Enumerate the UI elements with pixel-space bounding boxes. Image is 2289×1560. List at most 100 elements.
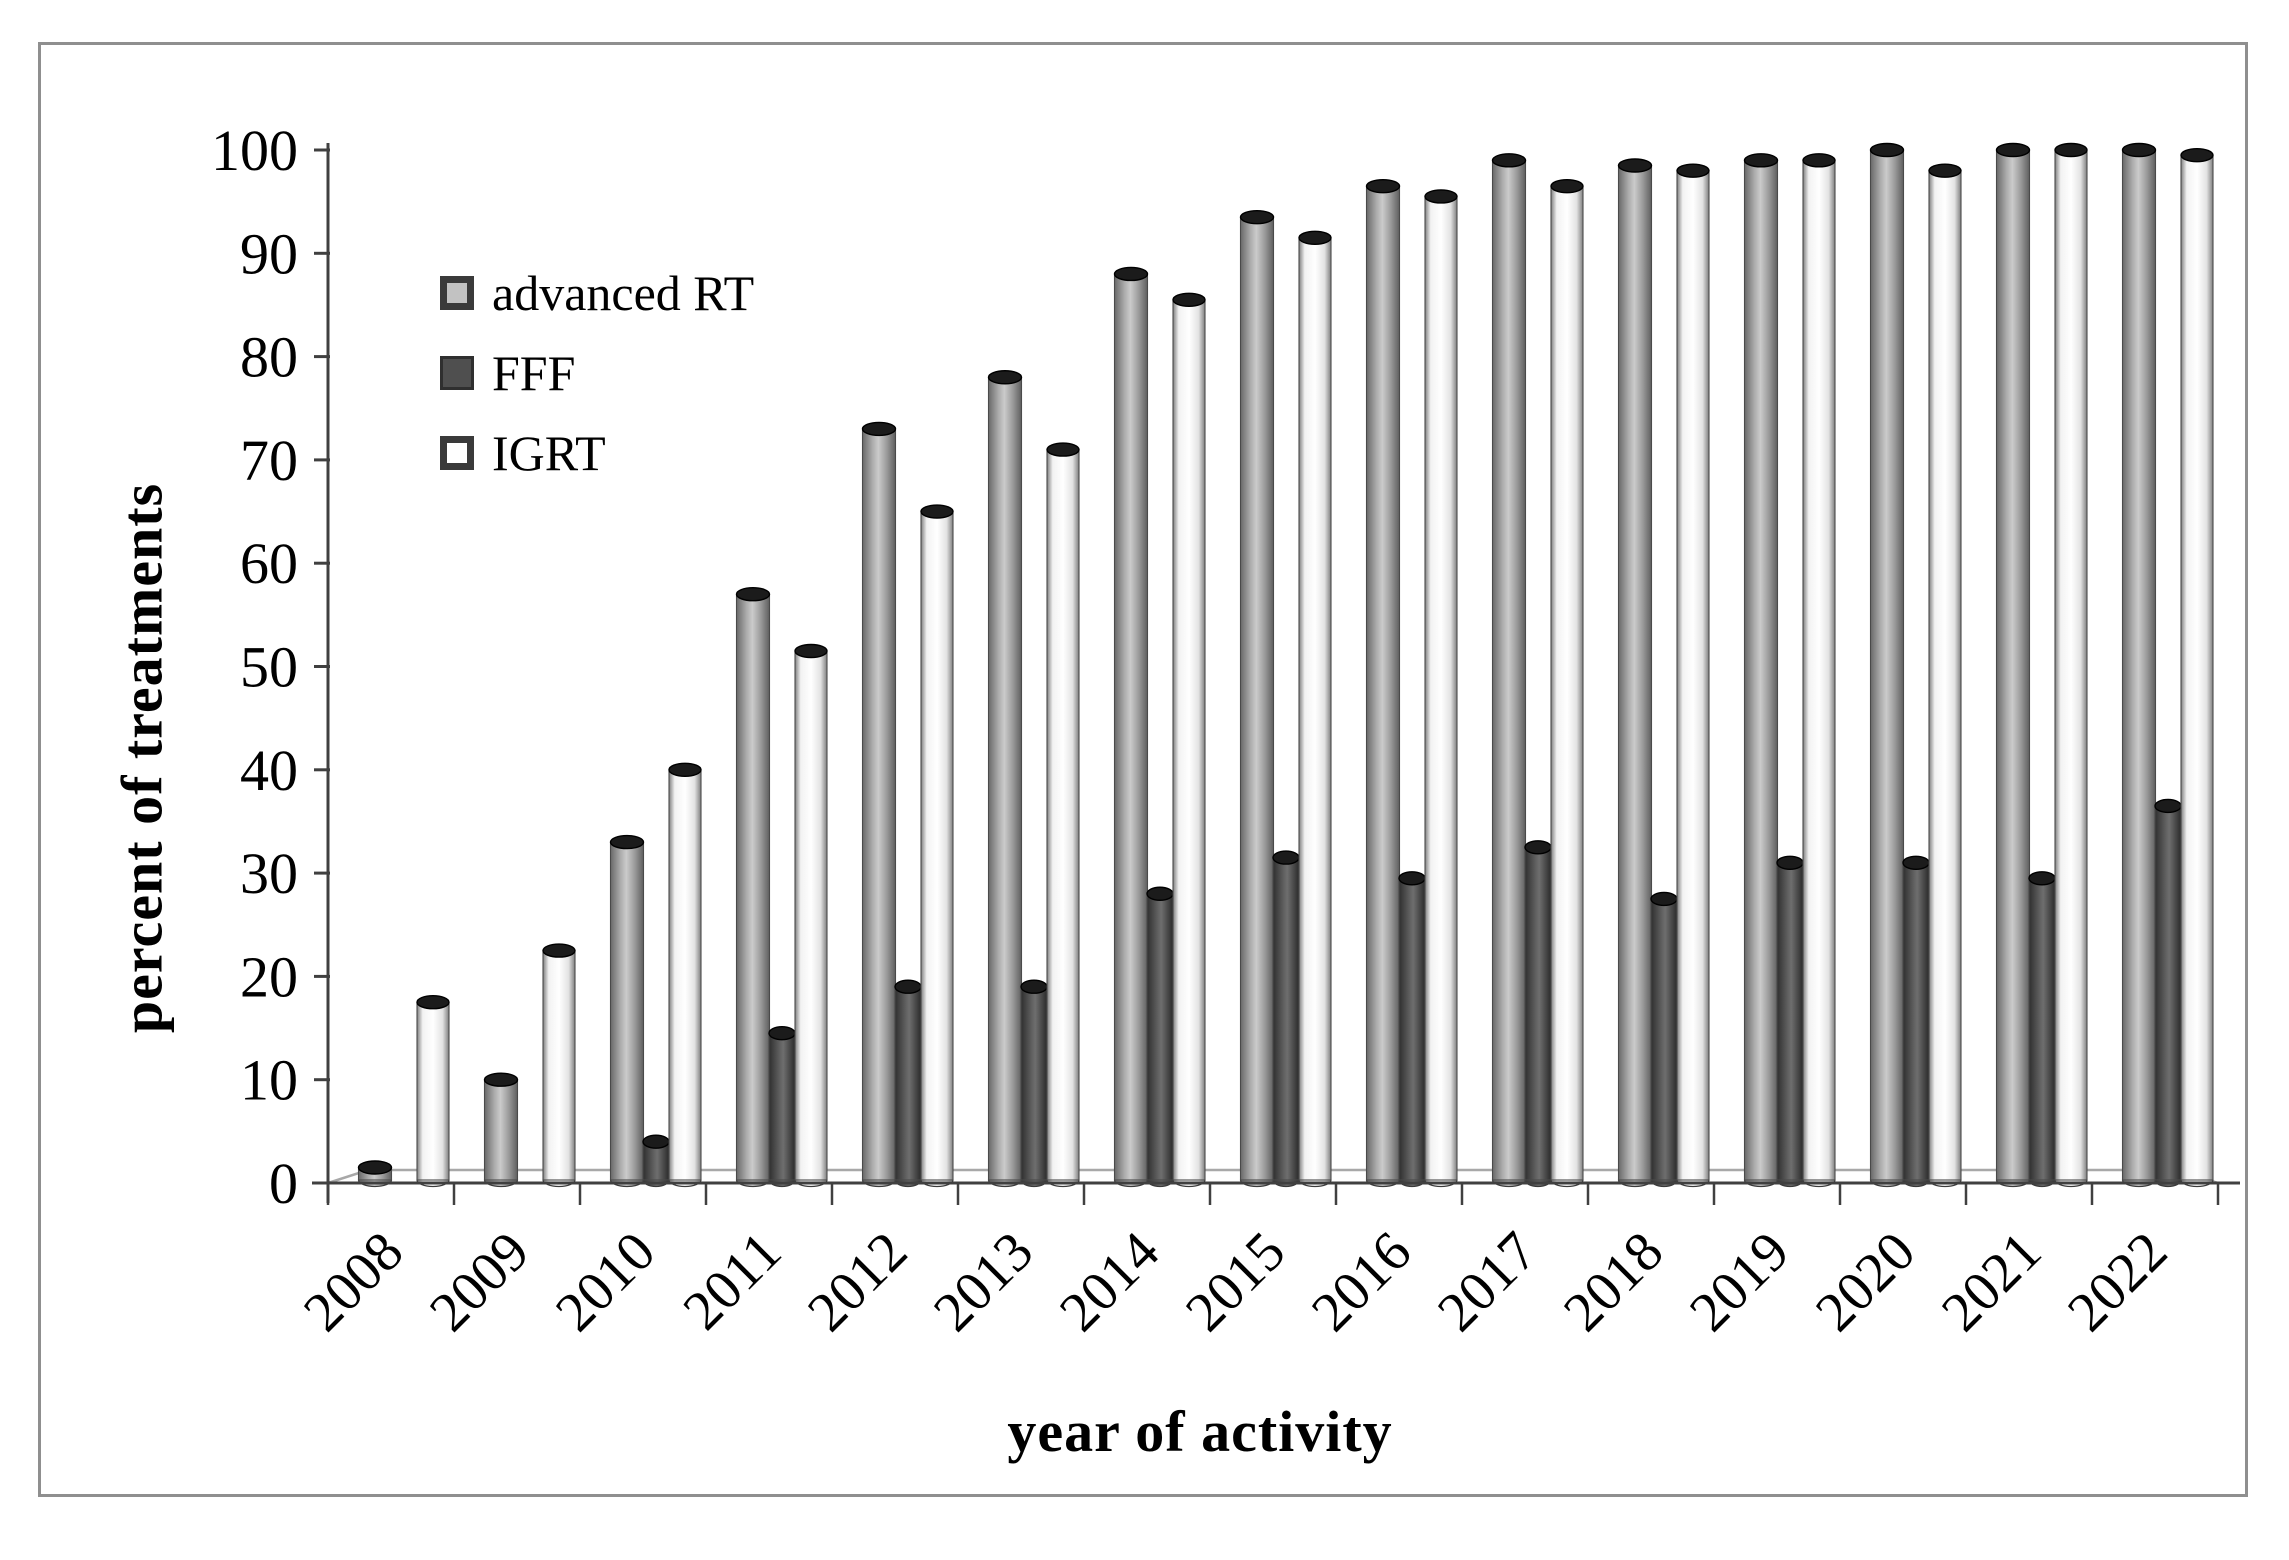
bar-fff-2020-body (1902, 862, 1930, 1181)
bar-igrt-2018-cap (1676, 163, 1710, 178)
bar-art-2017-cap (1491, 153, 1527, 168)
bar-art-2018-cap (1617, 158, 1653, 173)
bar-igrt-2019-body (1802, 159, 1836, 1181)
x-category-label: 2011 (672, 1220, 794, 1342)
x-category-label: 2013 (922, 1220, 1045, 1343)
x-category-label: 2016 (1300, 1220, 1423, 1343)
bar-fff-2010-cap (642, 1134, 670, 1149)
bar-fff-2016-body (1398, 877, 1426, 1181)
bar-fff-2015-cap (1272, 850, 1300, 865)
bar-fff-2020-cap (1902, 855, 1930, 870)
bar-art-2014-cap (1113, 266, 1149, 282)
bar-igrt-2019-cap (1802, 153, 1836, 168)
y-tick-label: 90 (240, 221, 298, 286)
legend-label: FFF (492, 345, 576, 401)
bar-igrt-2011-body (794, 650, 828, 1181)
bar-art-2021-cap (1995, 142, 2031, 158)
bar-art-2020-body (1869, 149, 1905, 1181)
x-category-label: 2009 (418, 1220, 541, 1343)
x-category-label: 2012 (796, 1220, 919, 1343)
legend-item-fff: FFF (440, 348, 754, 398)
bar-igrt-2015-body (1298, 237, 1332, 1181)
bar-igrt-2021-cap (2054, 142, 2088, 158)
bar-igrt-2017-body (1550, 185, 1584, 1181)
bar-fff-2022-body (2154, 805, 2182, 1181)
bar-igrt-2018-body (1676, 170, 1710, 1181)
bar-fff-2018-cap (1650, 891, 1678, 907)
bar-fff-2014-cap (1146, 886, 1174, 901)
x-category-label: 2014 (1048, 1220, 1171, 1343)
y-tick-label: 40 (240, 738, 298, 803)
legend-label: advanced RT (492, 265, 755, 321)
bar-igrt-2011-cap (794, 643, 828, 659)
y-axis-title: percent of treatments (109, 482, 175, 1034)
bar-art-2011-cap (735, 586, 771, 602)
bar-art-2008-cap (357, 1160, 393, 1175)
bar-fff-2019-cap (1776, 855, 1804, 870)
bar-art-2010-cap (609, 834, 645, 850)
bar-art-2012-body (861, 428, 897, 1181)
bar-art-2019-body (1743, 159, 1779, 1181)
bar-fff-2012-cap (894, 979, 922, 994)
legend-swatch-igrt-icon (440, 436, 474, 470)
bar-art-2013-cap (987, 370, 1023, 385)
bar-fff-2016-cap (1398, 871, 1426, 886)
x-category-label: 2015 (1174, 1220, 1297, 1343)
legend-item-advanced-rt: advanced RT (440, 268, 754, 318)
bar-art-2011-body (735, 593, 771, 1181)
bar-art-2021-body (1995, 149, 2031, 1181)
bar-igrt-2016-body (1424, 195, 1458, 1181)
x-category-label: 2022 (2056, 1220, 2179, 1343)
bar-igrt-2008-body (416, 1001, 450, 1181)
bar-igrt-2022-cap (2180, 147, 2214, 163)
y-tick-label: 50 (240, 635, 298, 700)
x-category-label: 2008 (292, 1220, 415, 1343)
bar-igrt-2014-cap (1172, 292, 1206, 307)
bar-art-2014-body (1113, 273, 1149, 1181)
bar-igrt-2014-body (1172, 299, 1206, 1181)
bar-art-2017-body (1491, 159, 1527, 1181)
bar-art-2012-cap (861, 421, 897, 437)
x-axis-title: year of activity (1007, 1399, 1393, 1464)
bar-igrt-2021-body (2054, 149, 2088, 1181)
bar-fff-2011-cap (768, 1026, 796, 1041)
bar-igrt-2020-body (1928, 170, 1962, 1181)
x-category-label: 2018 (1552, 1220, 1675, 1343)
x-category-label: 2019 (1678, 1220, 1801, 1343)
bar-igrt-2020-cap (1928, 163, 1962, 178)
legend-label: IGRT (492, 425, 606, 481)
bar-fff-2015-body (1272, 857, 1300, 1181)
chart-legend: advanced RT FFF IGRT (440, 268, 754, 478)
bar-igrt-2022-body (2180, 154, 2214, 1181)
bar-igrt-2017-cap (1550, 178, 1584, 194)
x-category-label: 2017 (1426, 1220, 1549, 1343)
bar-art-2015-cap (1239, 209, 1275, 225)
y-tick-label: 100 (211, 118, 298, 183)
y-tick-label: 0 (269, 1151, 298, 1216)
legend-item-igrt: IGRT (440, 428, 754, 478)
bar-igrt-2008-cap (416, 995, 450, 1010)
bar-igrt-2010-cap (668, 762, 702, 777)
bar-art-2019-cap (1743, 153, 1779, 168)
bar-igrt-2009-cap (542, 943, 576, 958)
bar-fff-2021-cap (2028, 871, 2056, 886)
bar-fff-2014-body (1146, 893, 1174, 1181)
bar-igrt-2016-cap (1424, 189, 1458, 204)
bar-fff-2022-cap (2154, 798, 2182, 814)
bar-art-2010-body (609, 841, 645, 1181)
bar-igrt-2012-body (920, 510, 954, 1181)
y-tick-label: 70 (240, 428, 298, 493)
bar-art-2009-body (483, 1079, 519, 1181)
bar-fff-2018-body (1650, 898, 1678, 1181)
bar-art-2013-body (987, 376, 1023, 1181)
bar-art-2009-cap (483, 1072, 519, 1087)
bar-fff-2012-body (894, 986, 922, 1181)
bar-art-2016-cap (1365, 178, 1401, 194)
bar-art-2016-body (1365, 185, 1401, 1181)
bar-fff-2017-body (1524, 846, 1552, 1181)
bar-igrt-2010-body (668, 769, 702, 1181)
bar-fff-2021-body (2028, 877, 2056, 1181)
x-category-label: 2021 (1930, 1220, 2053, 1343)
